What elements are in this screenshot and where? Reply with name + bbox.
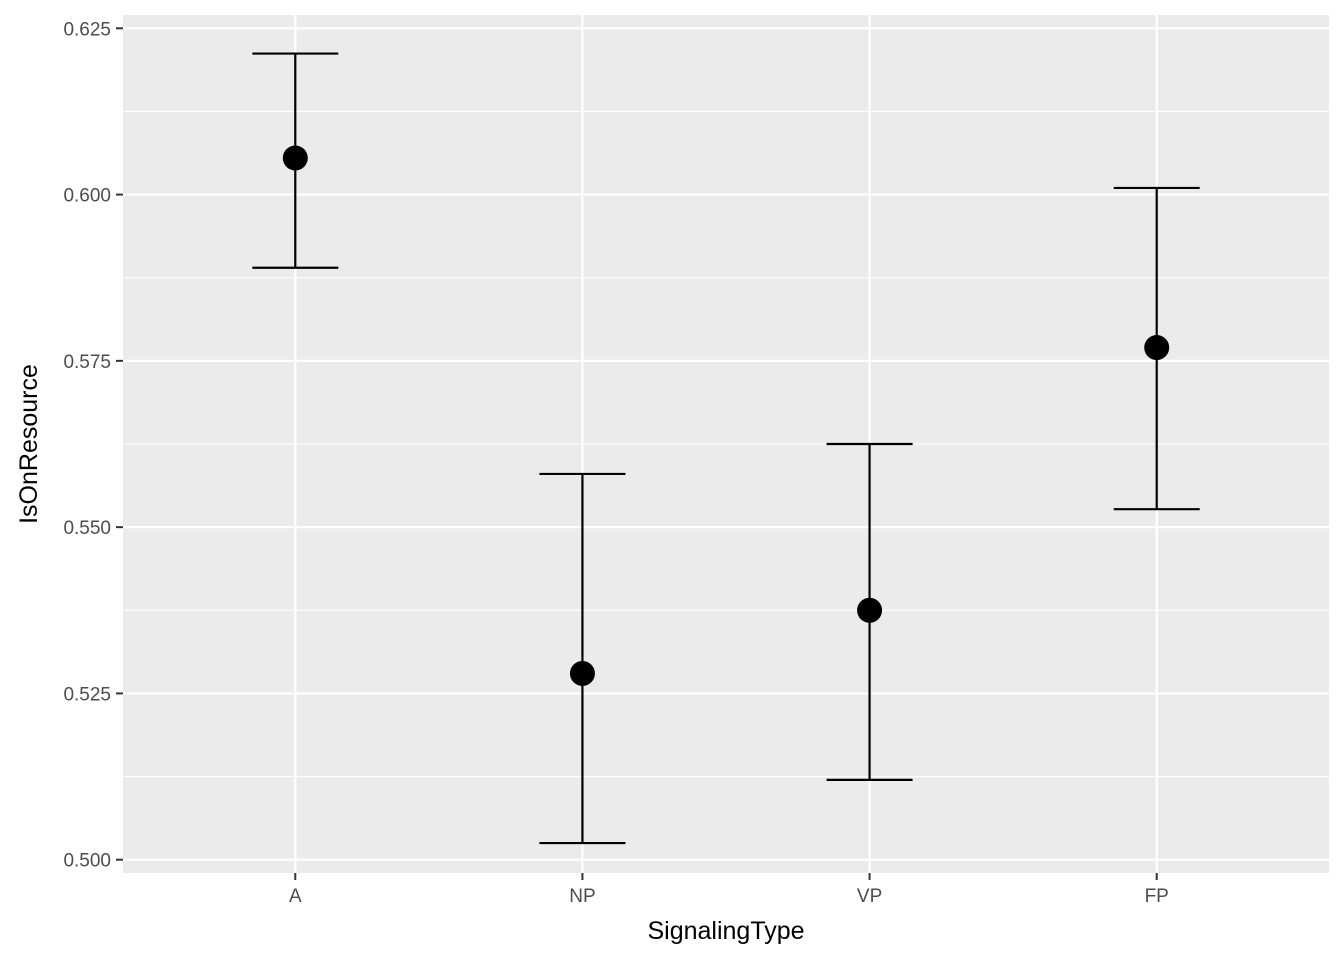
y-tick-label: 0.500	[63, 851, 111, 872]
x-tick-label: FP	[1145, 886, 1169, 907]
x-axis-title: SignalingType	[647, 917, 804, 945]
error-bar	[539, 472, 626, 845]
data-points	[282, 145, 1170, 686]
y-tick-label: 0.600	[63, 186, 111, 207]
data-point	[857, 597, 883, 623]
y-tick-label: 0.550	[63, 518, 111, 539]
y-tick-label: 0.525	[63, 684, 111, 705]
data-point	[569, 660, 595, 686]
x-tick-label: VP	[857, 886, 882, 907]
y-axis-ticks: 0.500 0.525 0.550 0.575 0.600 0.625	[63, 19, 123, 872]
y-axis-title: IsOnResource	[15, 364, 43, 524]
y-tick-label: 0.575	[63, 352, 111, 373]
x-tick-label: A	[289, 886, 302, 907]
data-point	[282, 145, 308, 171]
x-axis-ticks: A NP VP FP	[289, 873, 1169, 907]
y-tick-label: 0.625	[63, 19, 111, 40]
x-tick-label: NP	[569, 886, 595, 907]
minor-gridlines	[123, 110, 1329, 778]
data-point	[1144, 335, 1170, 361]
